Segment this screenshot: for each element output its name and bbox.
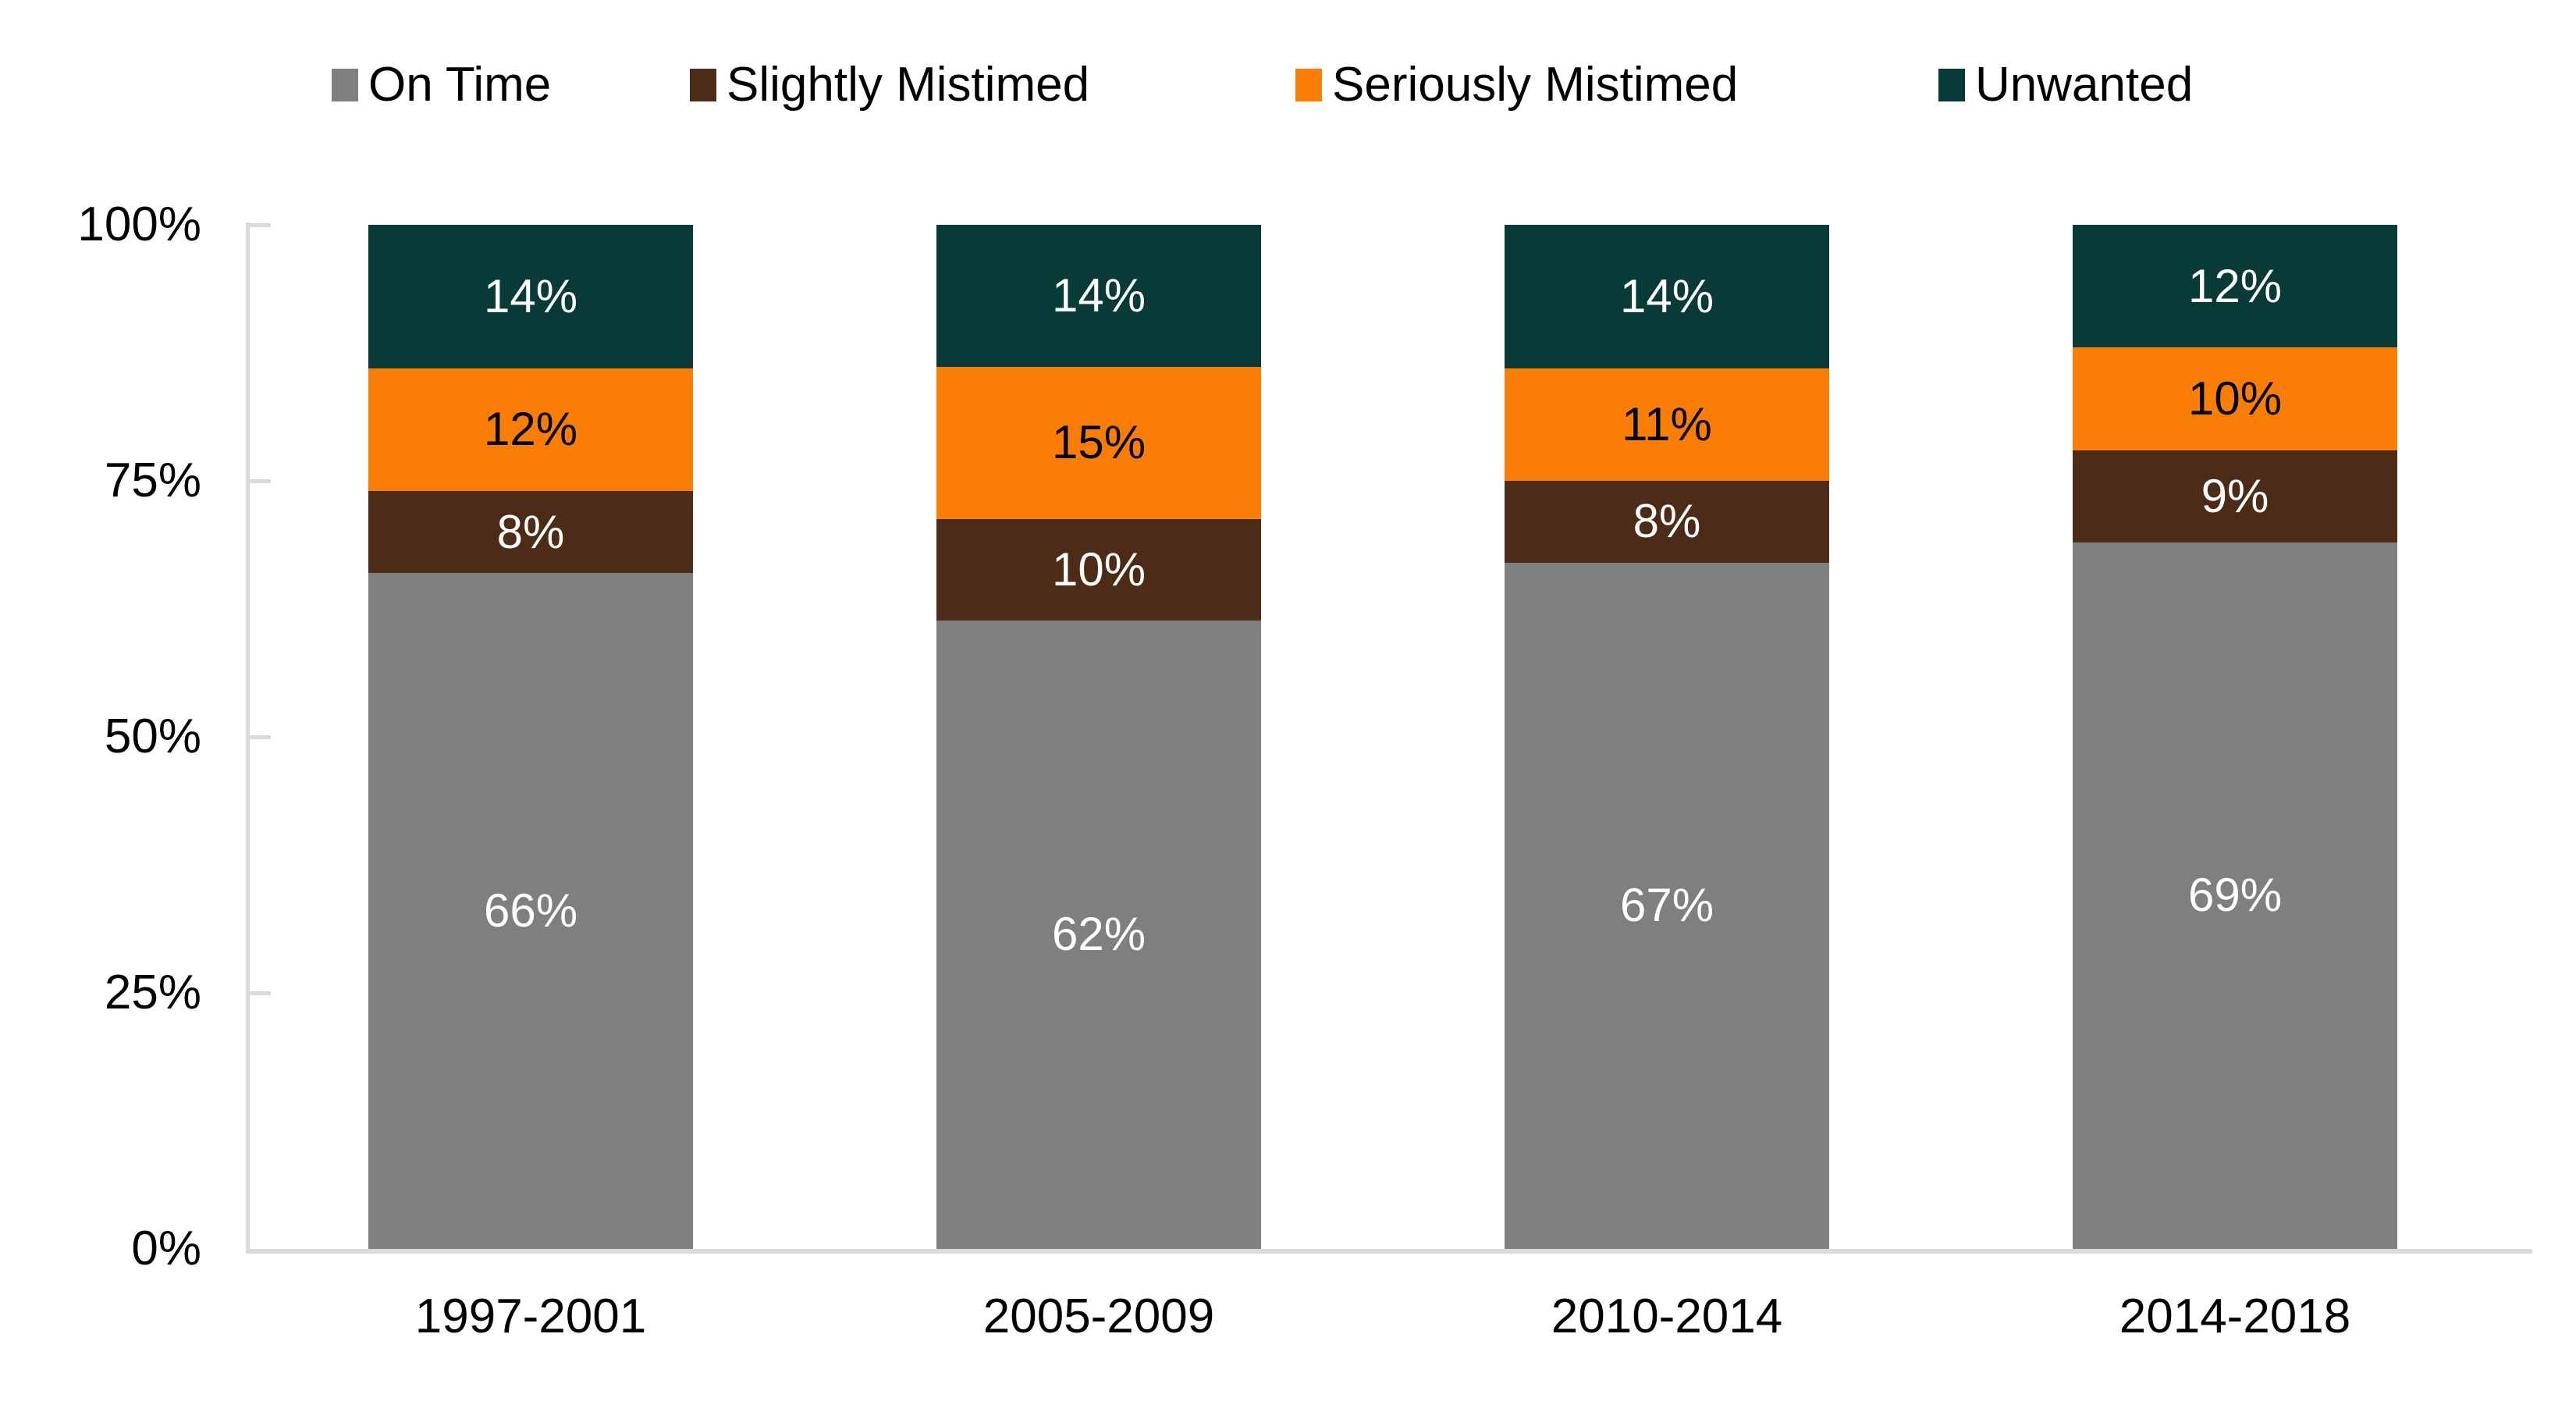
bar-segment-unwanted: 12% [2073,225,2397,348]
bar-segment-seriously-mistimed: 15% [936,366,1261,519]
legend-label: Seriously Mistimed [1332,58,1739,112]
y-axis-tick-label: 100% [77,197,201,251]
data-label: 12% [2187,259,2283,312]
bar-segment-slightly-mistimed: 9% [2073,450,2397,542]
y-axis-tick-label: 75% [104,454,201,507]
data-label: 8% [1633,495,1701,548]
legend-item-slightly-mistimed: Slightly Mistimed [690,59,1089,111]
y-axis-tick-label: 50% [104,710,201,763]
bar-segment-on-time: 62% [936,620,1261,1249]
legend-swatch-icon [1938,69,1965,101]
bar-segment-seriously-mistimed: 11% [1505,368,1829,482]
data-label: 14% [1619,269,1714,322]
legend-swatch-icon [1295,69,1322,101]
legend-label: Slightly Mistimed [727,58,1090,112]
data-label: 10% [2187,372,2283,425]
bar-segment-unwanted: 14% [1505,225,1829,368]
x-axis-tick-label: 2010-2014 [1551,1289,1783,1343]
bar-segment-slightly-mistimed: 10% [936,518,1261,621]
data-label: 62% [1051,908,1146,961]
bar-segment-seriously-mistimed: 10% [2073,347,2397,450]
legend-swatch-icon [690,69,716,101]
bar-2005-2009: 62% 10% 15% 14% [936,225,1261,1249]
legend-item-unwanted: Unwanted [1938,59,2193,111]
data-label: 14% [1051,269,1146,322]
bar-segment-on-time: 67% [1505,562,1829,1249]
data-label: 15% [1051,416,1146,469]
x-axis-tick-label: 2005-2009 [982,1289,1215,1343]
legend-label: Unwanted [1975,58,2194,112]
bar-segment-seriously-mistimed: 12% [368,368,693,492]
data-label: 12% [483,403,578,456]
data-label: 14% [483,269,578,322]
data-label: 8% [496,505,565,558]
data-label: 66% [483,884,578,937]
bar-2014-2018: 69% 9% 10% 12% [2073,225,2397,1249]
y-axis-tick-mark [250,479,271,483]
legend-label: On Time [368,58,552,112]
bar-segment-slightly-mistimed: 8% [1505,481,1829,563]
bar-2010-2014: 67% 8% 11% 14% [1505,225,1829,1249]
x-axis-tick-label: 1997-2001 [414,1289,647,1343]
data-label: 67% [1619,879,1714,932]
data-label: 69% [2187,869,2283,922]
bar-segment-on-time: 66% [368,573,693,1249]
bar-segment-unwanted: 14% [368,225,693,368]
data-label: 10% [1051,542,1146,596]
y-axis-tick-mark [250,991,271,995]
legend-item-seriously-mistimed: Seriously Mistimed [1295,59,1738,111]
legend-item-on-time: On Time [332,59,551,111]
x-axis-line [246,1249,2532,1254]
x-axis-tick-label: 2014-2018 [2119,1289,2351,1343]
bar-1997-2001: 66% 8% 12% 14% [368,225,693,1249]
data-label: 9% [2201,469,2269,522]
bar-segment-on-time: 69% [2073,542,2397,1249]
y-axis-tick-mark [250,223,271,227]
bar-segment-unwanted: 14% [936,225,1261,367]
y-axis-line [246,222,250,1254]
y-axis-tick-label: 0% [131,1222,201,1275]
y-axis-tick-label: 25% [104,966,201,1019]
bar-segment-slightly-mistimed: 8% [368,491,693,574]
data-label: 11% [1622,397,1712,450]
legend-swatch-icon [332,69,358,101]
y-axis-tick-mark [250,735,271,739]
